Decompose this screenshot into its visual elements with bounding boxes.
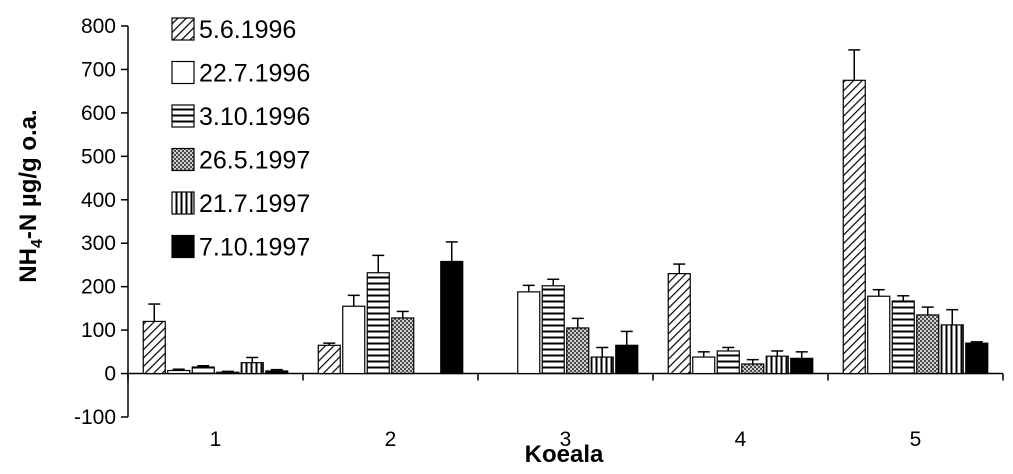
bar [191,366,215,375]
bar [940,324,964,375]
bar [916,314,940,375]
bar [765,355,789,375]
x-tick-label: 5 [910,428,922,451]
legend-swatch [171,17,195,41]
bar [167,369,191,375]
y-tick-label: -100 [74,406,116,429]
bar [142,320,166,375]
y-tick-label: 400 [81,189,116,212]
y-tick-label: 500 [81,145,116,168]
bar [342,305,366,375]
y-tick-label: 0 [104,363,116,386]
legend: 5.6.1996 22.7.1996 3.10.1996 26.5.1997 21.7.… [171,16,310,262]
y-axis-title-prefix: NH [15,248,42,283]
bar [317,344,341,375]
plot-area: -100 0 100 200 300 400 500 600 700 800 1 2 3 4 5 [74,15,1004,451]
bar [566,327,590,375]
bar [867,295,891,375]
y-tick-label: 600 [81,102,116,125]
bar [391,317,415,375]
bar [541,285,565,375]
bar [265,370,289,375]
bar [517,291,541,375]
y-tick-label: 300 [81,232,116,255]
legend-swatch [171,234,195,259]
bar [716,350,740,375]
legend-swatch [171,147,195,172]
bar [440,260,464,375]
y-axis-title: NH4-N µg/g o.a. [15,109,46,282]
bar [216,371,240,375]
y-tick-label: 100 [81,319,116,342]
bar [741,363,765,375]
bar [692,356,716,375]
bar [366,272,390,375]
bar [842,79,866,375]
bar [667,273,691,375]
legend-swatch [171,60,195,85]
legend-swatch [171,104,195,128]
bar [590,356,614,375]
y-tick-label: 800 [81,15,116,38]
legend-label: 22.7.1996 [199,60,310,88]
bar [615,344,639,375]
x-axis-title: Koeala [525,441,604,468]
bar [965,342,989,375]
y-axis-title-subscript: 4 [29,239,46,248]
legend-label: 26.5.1997 [199,147,310,175]
x-tick-label: 1 [210,428,222,451]
y-tick-label: 700 [81,58,116,81]
x-tick-label: 3 [560,428,572,451]
x-tick-label: 4 [735,428,747,451]
legend-label: 3.10.1996 [199,103,310,131]
x-tick-label: 2 [385,428,397,451]
legend-label: 5.6.1996 [199,16,296,44]
bar [240,362,264,375]
legend-swatch [171,191,195,215]
legend-label: 21.7.1997 [199,190,310,218]
bar [891,300,915,375]
y-tick-label: 200 [81,276,116,299]
bar [790,357,814,375]
legend-label: 7.10.1997 [199,234,310,262]
y-axis-title-suffix: -N µg/g o.a. [15,109,42,239]
